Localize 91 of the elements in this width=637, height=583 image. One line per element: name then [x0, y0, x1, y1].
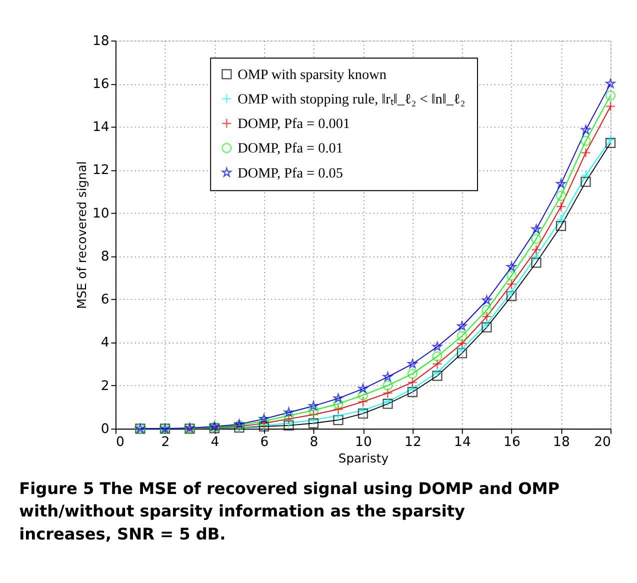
point — [284, 407, 294, 417]
point — [333, 404, 344, 414]
x-tick-label: 10 — [355, 435, 372, 450]
x-tick-label: 8 — [310, 435, 318, 450]
point — [457, 321, 467, 330]
x-tick-label: 20 — [594, 435, 611, 450]
point — [284, 410, 294, 421]
point — [580, 136, 591, 146]
point — [580, 148, 591, 158]
point — [407, 368, 418, 379]
x-tick-label: 14 — [454, 435, 471, 450]
point — [358, 396, 368, 407]
point — [432, 370, 442, 381]
point — [358, 405, 368, 416]
point — [605, 90, 616, 101]
point — [482, 319, 492, 330]
point — [580, 170, 591, 180]
point — [506, 262, 516, 272]
y-tick-label: 16 — [92, 76, 110, 92]
point — [308, 400, 318, 410]
x-tick-label: 0 — [116, 435, 124, 450]
point — [382, 380, 393, 391]
point — [382, 388, 393, 398]
point — [308, 418, 319, 428]
caption: Figure 5 The MSE of recovered signal using DOMP and OMP with/without sparsity information as the sparsity increases, SNR = 5 dB. — [19, 478, 560, 544]
legend-label: DOMP, Pfa = 0.05 — [238, 165, 343, 182]
point — [556, 220, 566, 232]
x-tick-label: 2 — [161, 435, 170, 450]
point — [506, 279, 517, 290]
point — [531, 244, 542, 255]
point — [605, 101, 616, 112]
point — [482, 322, 492, 332]
point — [456, 330, 468, 341]
point — [482, 311, 492, 322]
point — [432, 351, 442, 362]
point — [556, 190, 566, 201]
point — [284, 414, 294, 424]
legend-label: OMP with stopping rule, ‖rₜ‖_ℓ₂ < ‖n‖_ℓ₂ — [238, 92, 466, 108]
point — [556, 214, 566, 225]
point — [308, 405, 319, 416]
point — [333, 410, 344, 421]
x-tick-label: 12 — [404, 435, 422, 450]
y-tick-label: 2 — [100, 378, 110, 394]
y-tick-label: 12 — [92, 163, 110, 178]
y-axis-title: MSE of recovered signal — [74, 161, 89, 309]
point — [432, 368, 442, 378]
x-axis-title: Sparisty — [338, 451, 389, 466]
point — [606, 78, 616, 88]
x-tick-label: 4 — [210, 435, 220, 450]
y-tick-label: 14 — [92, 120, 110, 136]
y-tick-label: 10 — [92, 206, 110, 222]
point — [580, 176, 591, 187]
point — [531, 258, 542, 268]
point — [531, 224, 542, 234]
point — [506, 270, 517, 281]
point — [407, 386, 418, 398]
point — [382, 372, 393, 382]
point — [358, 390, 368, 400]
point — [531, 251, 542, 262]
point — [358, 384, 368, 393]
point — [506, 286, 517, 297]
point — [605, 134, 616, 145]
point — [605, 138, 616, 148]
point — [456, 338, 468, 349]
legend-label: OMP with sparsity known — [238, 66, 386, 83]
y-tick-label: 0 — [100, 422, 110, 437]
point — [407, 377, 418, 388]
x-tick-label: 16 — [504, 435, 520, 450]
point — [482, 295, 492, 305]
point — [482, 305, 492, 316]
y-tick-label: 8 — [100, 249, 110, 264]
point — [432, 358, 442, 370]
point — [556, 202, 566, 212]
point — [432, 342, 442, 351]
point — [556, 178, 566, 188]
x-tick-label: 18 — [553, 435, 570, 450]
point — [580, 125, 591, 134]
point — [408, 358, 418, 368]
y-tick-label: 4 — [100, 336, 110, 351]
point — [308, 410, 319, 420]
x-tick-label: 6 — [260, 435, 269, 450]
point — [531, 234, 542, 244]
y-tick-label: 18 — [92, 34, 110, 49]
legend-label: DOMP, Pfa = 0.01 — [238, 140, 343, 157]
point — [259, 414, 269, 424]
point — [456, 348, 468, 358]
point — [333, 393, 344, 403]
y-tick-label: 6 — [100, 292, 110, 308]
legend-label: DOMP, Pfa = 0.001 — [238, 116, 350, 132]
point — [358, 408, 368, 419]
point — [333, 398, 344, 409]
